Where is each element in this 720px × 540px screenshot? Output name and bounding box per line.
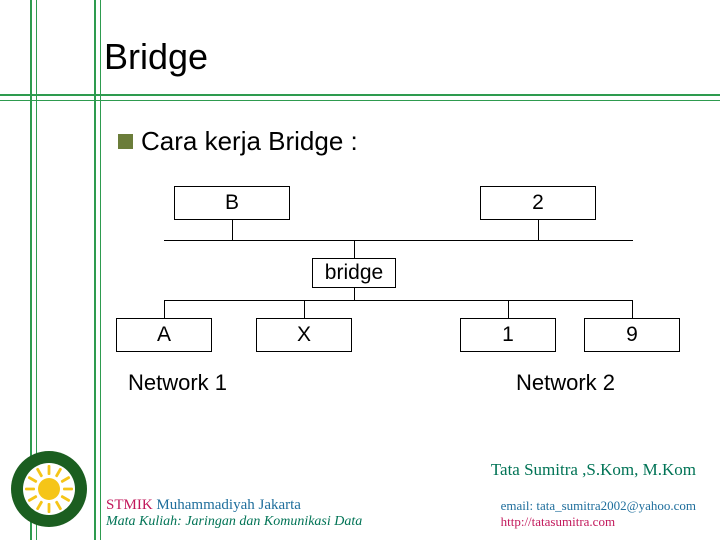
bullet-text: Cara kerja Bridge : — [141, 126, 358, 157]
footer-email-label: email: — [501, 498, 534, 513]
node-a: A — [116, 318, 212, 352]
connector-line — [232, 220, 233, 240]
node-x: X — [256, 318, 352, 352]
bullet-item: Cara kerja Bridge : — [118, 126, 358, 157]
footer-right: email: tata_sumitra2002@yahoo.com http:/… — [501, 498, 696, 530]
node-bridge-label: bridge — [325, 261, 383, 285]
footer-org-a: STMIK — [106, 497, 153, 513]
node-1-label: 1 — [502, 323, 514, 347]
connector-line — [354, 240, 355, 258]
node-2-label: 2 — [532, 191, 544, 215]
connector-line — [164, 240, 633, 241]
node-9-label: 9 — [626, 323, 638, 347]
node-1: 1 — [460, 318, 556, 352]
connector-line — [632, 300, 633, 318]
node-x-label: X — [297, 323, 311, 347]
connector-line — [354, 288, 355, 300]
footer-email: email: tata_sumitra2002@yahoo.com — [501, 498, 696, 514]
footer-url: http://tatasumitra.com — [501, 514, 696, 530]
node-2: 2 — [480, 186, 596, 220]
node-bridge: bridge — [312, 258, 396, 288]
page-title: Bridge — [104, 36, 208, 78]
connector-line — [164, 300, 633, 301]
vertical-rule-2 — [94, 0, 101, 540]
footer-org-b: Muhammadiyah Jakarta — [156, 497, 301, 513]
connector-line — [538, 220, 539, 240]
footer-author: Tata Sumitra ,S.Kom, M.Kom — [491, 460, 696, 480]
label-network-2: Network 2 — [516, 370, 615, 396]
node-a-label: A — [157, 323, 171, 347]
org-logo-icon — [10, 450, 88, 528]
connector-line — [164, 300, 165, 318]
bullet-marker-icon — [118, 134, 133, 149]
node-b: B — [174, 186, 290, 220]
connector-line — [508, 300, 509, 318]
node-b-label: B — [225, 191, 239, 215]
footer-email-value: tata_sumitra2002@yahoo.com — [536, 498, 696, 513]
label-network-1: Network 1 — [128, 370, 227, 396]
connector-line — [304, 300, 305, 318]
horizontal-rule-top — [0, 94, 720, 101]
node-9: 9 — [584, 318, 680, 352]
